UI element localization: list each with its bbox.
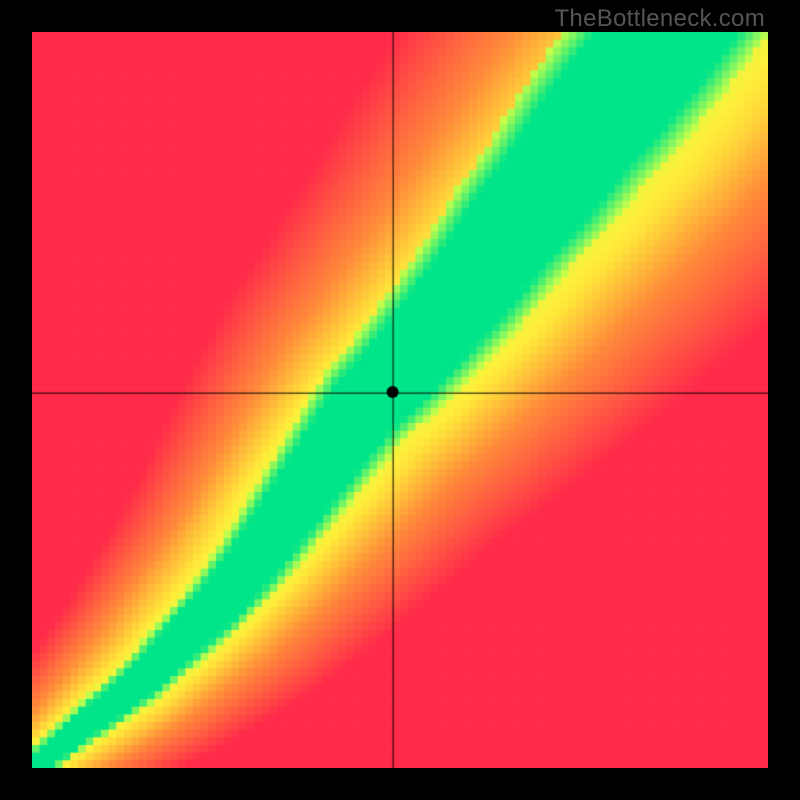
watermark: TheBottleneck.com (554, 5, 765, 33)
bottleneck-heatmap (32, 32, 768, 768)
chart-container (32, 32, 768, 768)
